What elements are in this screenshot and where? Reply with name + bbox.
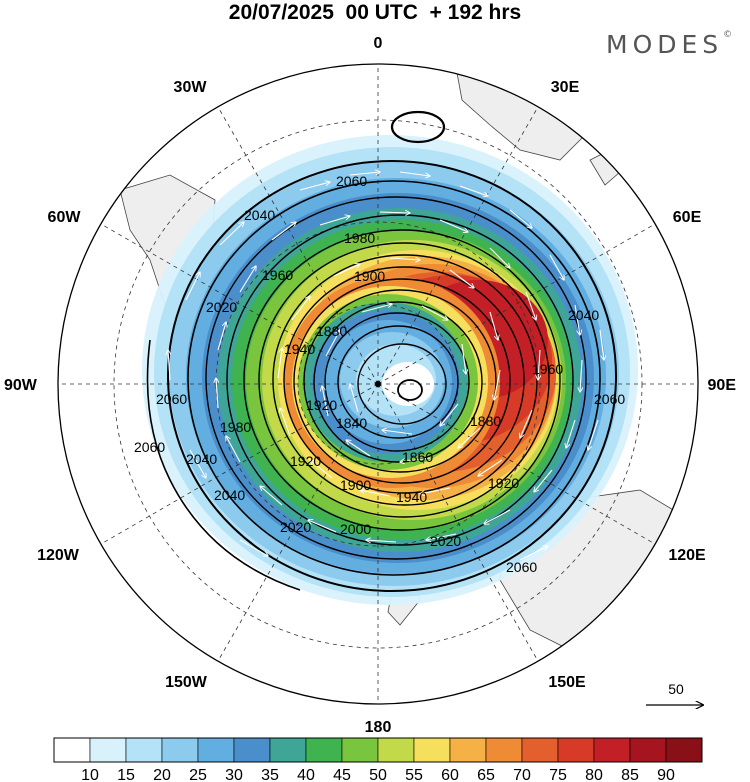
brand-text: MODES [606, 30, 724, 59]
contour-label: 1840 [336, 415, 367, 431]
colorbar-cell [593, 737, 631, 763]
colorbar-cell [485, 737, 523, 763]
contour-label: 2060 [506, 559, 537, 575]
colorbar-cell [665, 737, 703, 763]
colorbar-tick-label: 10 [81, 767, 99, 782]
graticule [58, 64, 698, 704]
contour-label: 1960 [532, 361, 563, 377]
pole-marker [375, 381, 381, 387]
longitude-labels: 0 30E 60E 90E 120E 150E 180 150W 120W 90… [4, 35, 736, 736]
high-contour [390, 110, 446, 144]
contour-label: 1900 [354, 268, 385, 284]
wind-reference-value: 50 [668, 681, 684, 697]
colorbar-tick-label: 75 [549, 767, 567, 782]
contour-label: 1920 [290, 453, 321, 469]
brand-logo: MODES© [606, 30, 732, 59]
contour-label: 2060 [594, 391, 625, 407]
colorbar-tick-label: 85 [621, 767, 639, 782]
contour-label: 1900 [340, 477, 371, 493]
contour-label: 2060 [336, 173, 367, 189]
wind-vectors [168, 172, 604, 561]
copyright-mark: © [723, 30, 733, 40]
contour-labels: 2060 2040 1980 1960 1900 2020 1940 1880 … [134, 173, 625, 575]
colorbar-cell [305, 737, 343, 763]
lon-label-60e: 60E [673, 209, 702, 226]
colorbar-ticks: 10 15 20 25 30 35 40 45 50 55 60 65 70 75 80 85 90 [81, 767, 675, 782]
contour-label: 2020 [280, 519, 311, 535]
contour-label: 1980 [344, 230, 375, 246]
contour-label: 1920 [488, 475, 519, 491]
colorbar-tick-label: 70 [513, 767, 531, 782]
lon-label-120e: 120E [668, 547, 706, 564]
colorbar-tick-label: 55 [405, 767, 423, 782]
colorbar-cell [521, 737, 559, 763]
contour-label: 1860 [402, 449, 433, 465]
colorbar-tick-label: 90 [657, 767, 675, 782]
colorbar-cell [89, 737, 127, 763]
contour-label: 1880 [316, 323, 347, 339]
colorbar-cell [161, 737, 199, 763]
colorbar-frame [53, 737, 703, 763]
contour-label: 2040 [214, 487, 245, 503]
contour-label: 2060 [156, 391, 187, 407]
contour-label: 2060 [134, 439, 165, 455]
colorbar-tick-label: 20 [153, 767, 171, 782]
colorbar-tick-label: 45 [333, 767, 351, 782]
lon-label-150w: 150W [165, 674, 208, 691]
colorbar-cell [53, 737, 91, 763]
contour-label: 1920 [306, 397, 337, 413]
contour-label: 1960 [262, 267, 293, 283]
colorbar-tick-label: 80 [585, 767, 603, 782]
colorbar-tick-label: 25 [189, 767, 207, 782]
contour-label: 2020 [430, 533, 461, 549]
colorbar-cell [629, 737, 667, 763]
contour-label: 1980 [220, 419, 251, 435]
colorbar-cell [449, 737, 487, 763]
colorbar-tick-label: 15 [117, 767, 135, 782]
colorbar-cell [269, 737, 307, 763]
contour-label: 2040 [568, 307, 599, 323]
lon-label-30w: 30W [174, 79, 208, 96]
colorbar-tick-label: 60 [441, 767, 459, 782]
colorbar-tick-label: 30 [225, 767, 243, 782]
map-disk: 2060 2040 1980 1960 1900 2020 1940 1880 … [58, 64, 698, 704]
contour-label: 1940 [284, 341, 315, 357]
colorbar-cell [557, 737, 595, 763]
contour-label: 2040 [244, 207, 275, 223]
wind-reference: 50 [646, 681, 703, 705]
lon-label-90e: 90E [708, 377, 737, 394]
lon-label-60w: 60W [48, 209, 82, 226]
contour-label: 1880 [470, 413, 501, 429]
colorbar-tick-label: 65 [477, 767, 495, 782]
colorbar-cell [341, 737, 379, 763]
colorbar-cell [233, 737, 271, 763]
colorbar-tick-label: 50 [369, 767, 387, 782]
map-boundary [57, 63, 699, 705]
colorbar-tick-label: 40 [297, 767, 315, 782]
lon-label-180: 180 [365, 719, 392, 736]
lon-label-0: 0 [374, 35, 383, 52]
lon-label-150e: 150E [548, 674, 586, 691]
forecast-title: 20/07/2025 00 UTC + 192 hrs [228, 1, 522, 24]
contour-label: 2040 [186, 451, 217, 467]
lon-label-120w: 120W [37, 547, 80, 564]
contour-label: 2000 [340, 521, 371, 537]
contour-label: 1940 [396, 489, 427, 505]
lon-label-30e: 30E [551, 79, 580, 96]
contour-label: 2020 [206, 299, 237, 315]
colorbar-cell [377, 737, 415, 763]
colorbar-cells [53, 737, 703, 763]
colorbar-cell [197, 737, 235, 763]
colorbar-cell [413, 737, 451, 763]
colorbar: 10 15 20 25 30 35 40 45 50 55 60 65 70 75 80 85 90 [53, 737, 703, 782]
height-contours [146, 160, 617, 592]
lon-label-90w: 90W [4, 377, 38, 394]
colorbar-cell [125, 737, 163, 763]
colorbar-tick-label: 35 [261, 767, 279, 782]
